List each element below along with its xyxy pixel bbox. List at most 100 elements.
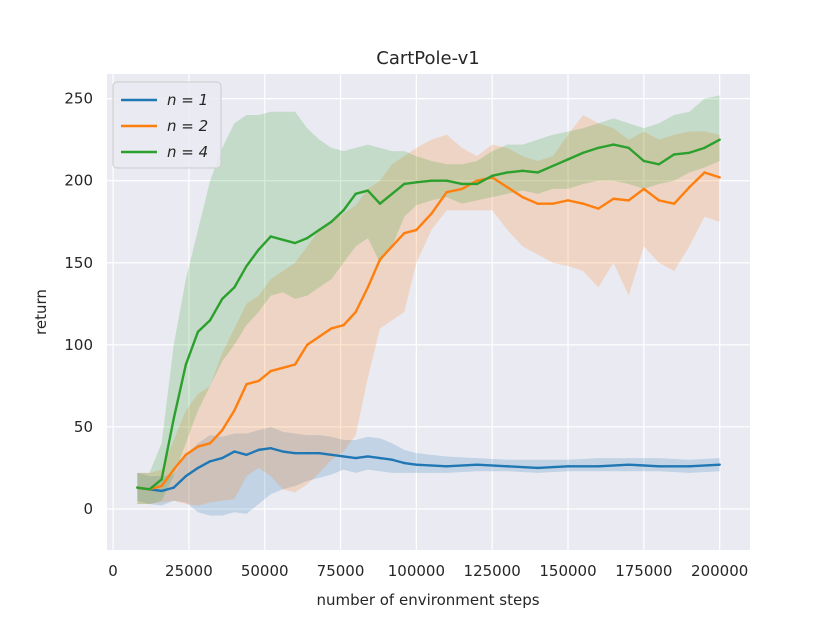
- data-point-series-3: [627, 146, 630, 150]
- data-point-series-2: [551, 202, 555, 205]
- x-axis-ticks: 0 25000 50000 75000 100000 125000 150000 175000…: [108, 562, 748, 580]
- data-point-series-2: [506, 186, 509, 189]
- data-point-series-1: [184, 474, 188, 478]
- series-line-2: [137, 171, 721, 491]
- series-lines: [136, 138, 721, 493]
- y-tick-label: 200: [64, 172, 93, 190]
- data-point-series-3: [415, 181, 418, 184]
- data-point-series-2: [281, 366, 285, 370]
- data-point-series-2: [378, 258, 382, 261]
- data-point-series-3: [330, 220, 333, 223]
- data-point-series-3: [642, 159, 646, 163]
- data-point-series-3: [672, 153, 676, 156]
- data-point-series-2: [305, 343, 309, 347]
- data-point-series-2: [445, 190, 448, 194]
- data-point-series-2: [657, 199, 661, 202]
- data-point-series-3: [366, 189, 370, 192]
- data-point-series-3: [688, 151, 691, 154]
- data-point-series-3: [196, 330, 200, 333]
- data-point-series-1: [330, 453, 333, 456]
- legend-label: n = 2: [167, 117, 208, 135]
- data-point-series-3: [536, 171, 539, 174]
- y-axis-label: return: [32, 289, 50, 335]
- data-point-series-3: [233, 286, 236, 289]
- data-point-series-3: [506, 171, 509, 174]
- data-point-series-2: [293, 363, 297, 366]
- data-point-series-3: [581, 151, 585, 154]
- data-point-series-1: [221, 456, 224, 460]
- data-point-series-3: [566, 158, 570, 161]
- data-point-series-3: [293, 241, 297, 245]
- x-tick-label: 175000: [615, 562, 672, 580]
- data-point-series-3: [521, 169, 524, 173]
- data-point-series-3: [136, 486, 139, 489]
- legend: n = 1 n = 2 n = 4: [112, 81, 222, 169]
- data-point-series-1: [293, 451, 297, 455]
- data-point-series-2: [172, 468, 175, 471]
- data-point-series-2: [536, 202, 539, 205]
- data-point-series-3: [703, 146, 706, 150]
- x-tick-label: 125000: [464, 562, 521, 580]
- data-point-series-3: [460, 182, 464, 186]
- data-point-series-1: [172, 486, 175, 489]
- data-point-series-2: [642, 187, 646, 191]
- data-point-series-1: [566, 465, 570, 468]
- data-point-series-2: [703, 171, 706, 174]
- data-point-series-1: [627, 463, 630, 466]
- data-point-series-3: [657, 163, 661, 166]
- data-point-series-3: [342, 209, 345, 212]
- data-point-series-1: [305, 451, 309, 455]
- data-point-series-2: [688, 186, 691, 189]
- data-point-series-2: [627, 199, 630, 202]
- data-point-series-1: [536, 466, 539, 470]
- data-point-series-1: [378, 456, 382, 460]
- data-point-series-3: [318, 228, 321, 232]
- data-point-series-3: [257, 248, 260, 251]
- data-point-series-3: [208, 319, 212, 322]
- data-point-series-2: [566, 199, 570, 202]
- data-point-series-1: [281, 450, 285, 453]
- data-point-series-3: [597, 146, 600, 150]
- data-point-series-2: [403, 232, 406, 235]
- data-point-series-3: [403, 182, 406, 186]
- data-point-series-1: [354, 456, 357, 460]
- x-tick-label: 200000: [691, 562, 748, 580]
- data-point-series-3: [148, 488, 151, 491]
- data-point-series-2: [354, 310, 357, 314]
- data-point-series-1: [196, 466, 200, 470]
- x-tick-label: 100000: [388, 562, 445, 580]
- x-tick-label: 150000: [539, 562, 596, 580]
- y-tick-label: 0: [83, 500, 93, 518]
- data-point-series-2: [245, 383, 248, 386]
- confidence-band-series-2: [137, 115, 720, 506]
- data-point-series-1: [688, 465, 691, 468]
- data-point-series-1: [233, 450, 236, 453]
- x-tick-label: 75000: [317, 562, 365, 580]
- legend-label: n = 4: [167, 143, 208, 161]
- data-point-series-2: [318, 335, 321, 338]
- data-point-series-3: [269, 235, 272, 238]
- data-point-series-2: [233, 409, 236, 412]
- data-point-series-1: [245, 453, 248, 456]
- data-point-series-2: [196, 445, 200, 448]
- data-point-series-3: [430, 179, 433, 182]
- data-point-series-1: [318, 451, 321, 455]
- data-point-series-1: [597, 465, 600, 468]
- data-point-series-3: [445, 179, 448, 182]
- data-point-series-3: [245, 264, 248, 268]
- data-point-series-3: [475, 182, 479, 186]
- data-point-series-3: [281, 238, 285, 241]
- data-point-series-3: [551, 164, 555, 168]
- data-point-series-1: [160, 489, 163, 493]
- data-point-series-1: [208, 460, 212, 463]
- confidence-band-series-1: [137, 426, 720, 516]
- data-point-series-2: [612, 197, 615, 200]
- legend-label: n = 1: [167, 91, 208, 109]
- data-point-series-2: [366, 286, 370, 289]
- data-point-series-2: [718, 176, 721, 179]
- data-point-series-3: [490, 174, 494, 177]
- legend-box: [112, 81, 222, 169]
- data-point-series-2: [672, 202, 676, 205]
- data-point-series-2: [390, 245, 394, 248]
